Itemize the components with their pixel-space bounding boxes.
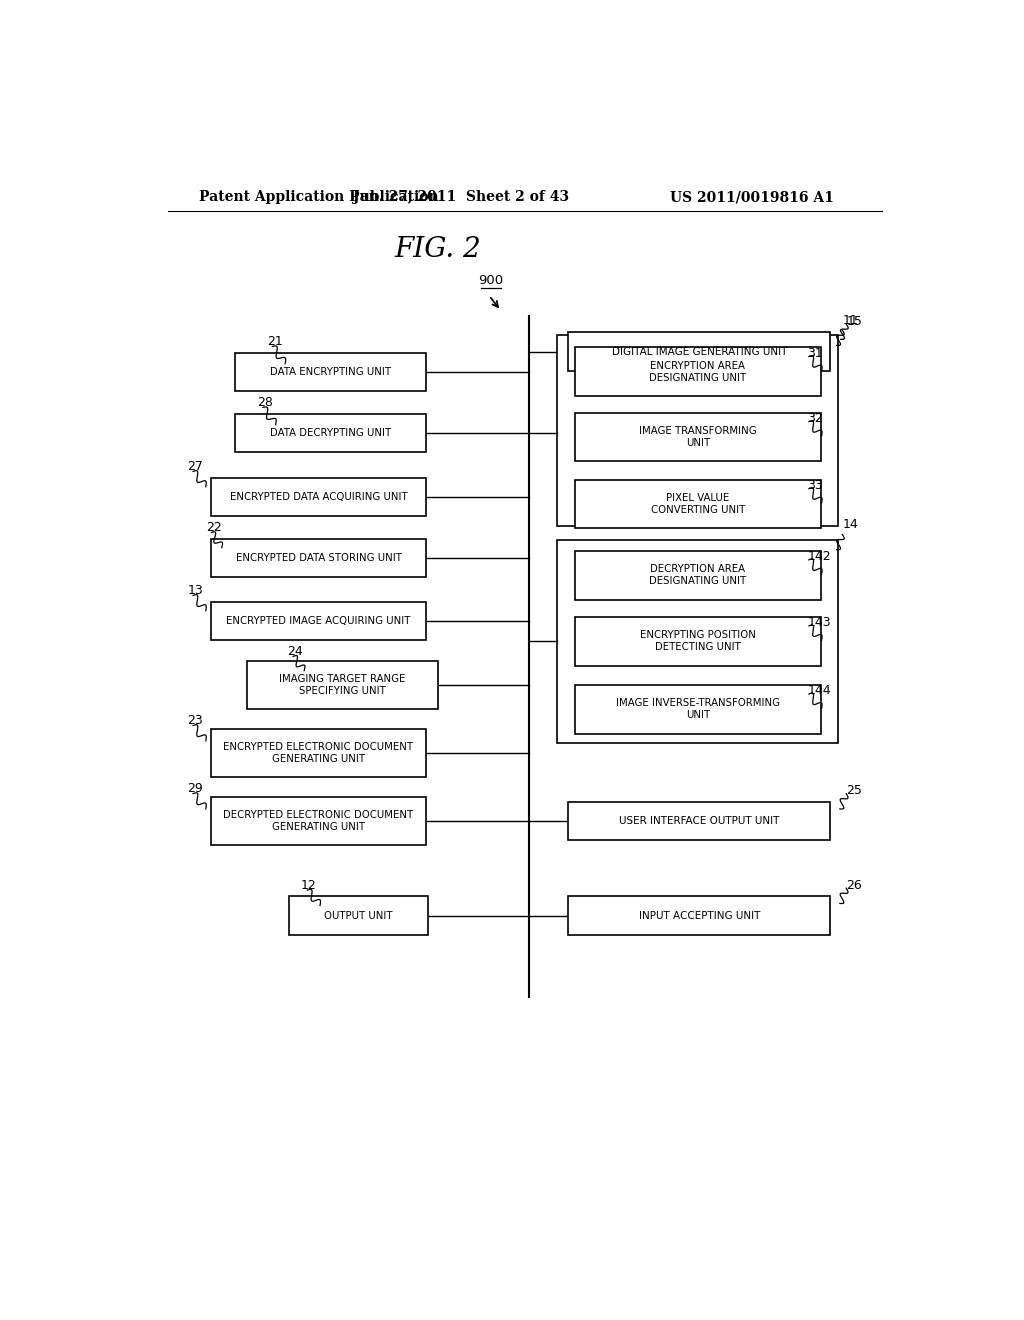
Text: DATA ENCRYPTING UNIT: DATA ENCRYPTING UNIT	[270, 367, 391, 376]
Text: FIG. 2: FIG. 2	[394, 236, 481, 264]
Bar	[574, 550, 821, 599]
Text: 142: 142	[807, 550, 830, 564]
Bar	[574, 479, 821, 528]
Text: 26: 26	[846, 879, 862, 891]
Bar	[557, 540, 839, 743]
Text: ENCRYPTING POSITION
DETECTING UNIT: ENCRYPTING POSITION DETECTING UNIT	[640, 631, 756, 652]
Text: PIXEL VALUE
CONVERTING UNIT: PIXEL VALUE CONVERTING UNIT	[650, 494, 744, 515]
Bar	[236, 352, 426, 391]
Text: 24: 24	[287, 645, 302, 657]
Text: IMAGE TRANSFORMING
UNIT: IMAGE TRANSFORMING UNIT	[639, 426, 757, 447]
Text: 25: 25	[846, 784, 862, 797]
Text: OUTPUT UNIT: OUTPUT UNIT	[324, 911, 392, 920]
Text: 11: 11	[842, 314, 858, 327]
Text: DATA DECRYPTING UNIT: DATA DECRYPTING UNIT	[269, 428, 391, 438]
Bar	[211, 797, 426, 846]
Text: 900: 900	[478, 275, 504, 288]
Text: DIGITAL IMAGE GENERATING UNIT: DIGITAL IMAGE GENERATING UNIT	[611, 347, 787, 356]
Text: INPUT ACCEPTING UNIT: INPUT ACCEPTING UNIT	[639, 911, 760, 920]
Text: 144: 144	[807, 685, 830, 697]
Text: DECRYPTED ELECTRONIC DOCUMENT
GENERATING UNIT: DECRYPTED ELECTRONIC DOCUMENT GENERATING…	[223, 810, 414, 832]
Bar	[568, 801, 830, 841]
Text: ENCRYPTION AREA
DESIGNATING UNIT: ENCRYPTION AREA DESIGNATING UNIT	[649, 362, 746, 383]
Bar	[247, 660, 437, 709]
Text: ENCRYPTED IMAGE ACQUIRING UNIT: ENCRYPTED IMAGE ACQUIRING UNIT	[226, 616, 411, 626]
Text: 143: 143	[807, 616, 830, 630]
Bar	[568, 333, 830, 371]
Text: 29: 29	[187, 781, 204, 795]
Bar	[236, 413, 426, 453]
Bar	[574, 413, 821, 461]
Text: Jan. 27, 2011  Sheet 2 of 43: Jan. 27, 2011 Sheet 2 of 43	[353, 190, 569, 205]
Bar	[574, 347, 821, 396]
Text: 15: 15	[846, 314, 862, 327]
Text: ENCRYPTED DATA STORING UNIT: ENCRYPTED DATA STORING UNIT	[236, 553, 401, 562]
Text: 33: 33	[807, 479, 823, 492]
Text: IMAGE INVERSE-TRANSFORMING
UNIT: IMAGE INVERSE-TRANSFORMING UNIT	[615, 698, 780, 721]
Bar	[574, 616, 821, 665]
Bar	[557, 335, 839, 527]
Bar	[289, 896, 428, 935]
Text: DECRYPTION AREA
DESIGNATING UNIT: DECRYPTION AREA DESIGNATING UNIT	[649, 565, 746, 586]
Text: 22: 22	[206, 521, 221, 533]
Bar	[568, 896, 830, 935]
Text: 31: 31	[807, 347, 823, 360]
Bar	[211, 478, 426, 516]
Text: 21: 21	[267, 335, 283, 348]
Text: US 2011/0019816 A1: US 2011/0019816 A1	[671, 190, 835, 205]
Text: 23: 23	[187, 714, 204, 727]
Bar	[211, 539, 426, 577]
Bar	[211, 602, 426, 640]
Text: USER INTERFACE OUTPUT UNIT: USER INTERFACE OUTPUT UNIT	[620, 816, 779, 826]
Bar	[211, 729, 426, 777]
Text: 27: 27	[187, 459, 204, 473]
Text: 13: 13	[187, 583, 204, 597]
Text: ENCRYPTED DATA ACQUIRING UNIT: ENCRYPTED DATA ACQUIRING UNIT	[229, 492, 408, 502]
Text: 12: 12	[301, 879, 316, 891]
Text: 28: 28	[257, 396, 273, 409]
Bar	[574, 685, 821, 734]
Text: 32: 32	[807, 412, 823, 425]
Text: ENCRYPTED ELECTRONIC DOCUMENT
GENERATING UNIT: ENCRYPTED ELECTRONIC DOCUMENT GENERATING…	[223, 742, 414, 764]
Text: IMAGING TARGET RANGE
SPECIFYING UNIT: IMAGING TARGET RANGE SPECIFYING UNIT	[280, 675, 406, 696]
Text: 14: 14	[842, 519, 858, 532]
Text: Patent Application Publication: Patent Application Publication	[200, 190, 439, 205]
